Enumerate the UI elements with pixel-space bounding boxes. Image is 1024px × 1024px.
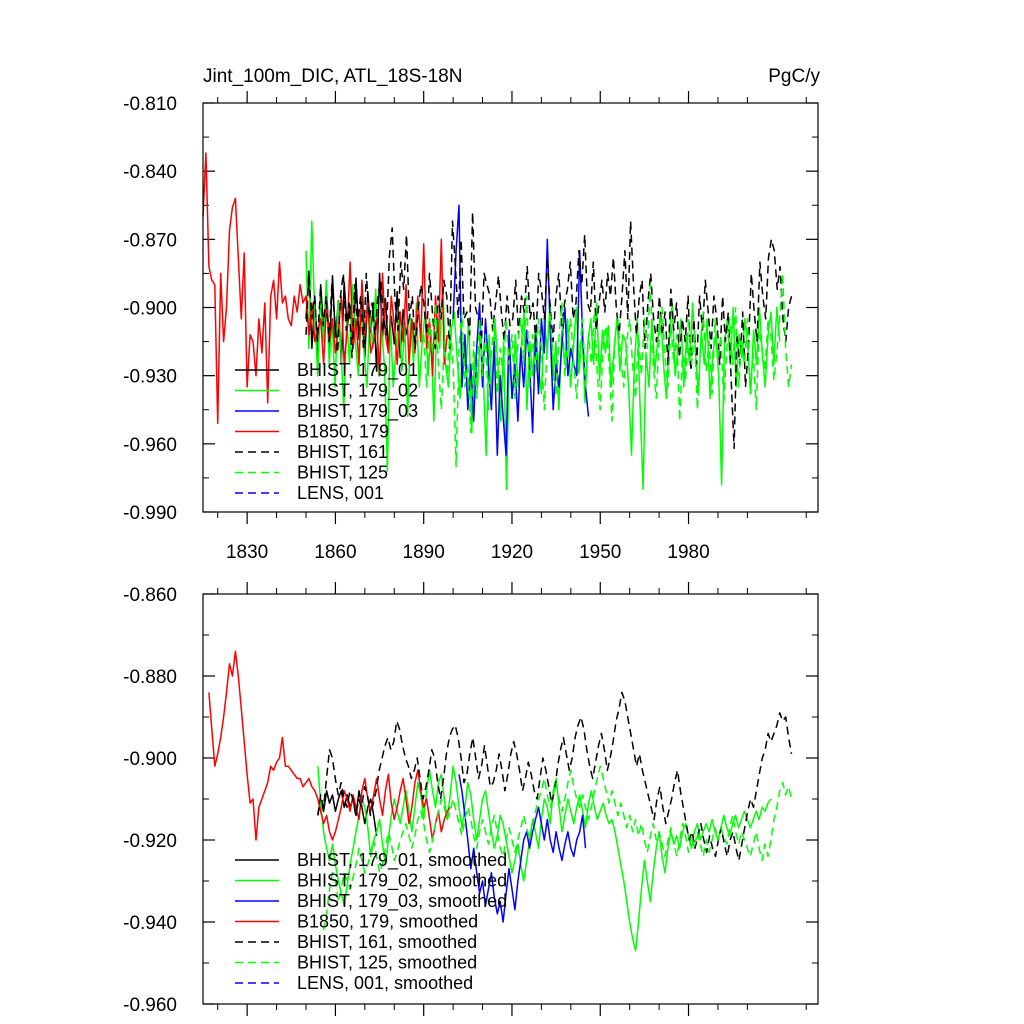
series-line	[317, 790, 378, 837]
y-tick-label: -0.940	[123, 913, 177, 934]
series-line	[317, 691, 793, 862]
series-line	[305, 211, 793, 450]
series-line	[317, 765, 772, 952]
legend-label: BHIST, 125, smoothed	[297, 953, 477, 973]
legend-label: BHIST, 125	[297, 463, 388, 483]
legend-label: BHIST, 179_02	[297, 381, 418, 402]
top-panel-frame	[202, 102, 819, 513]
legend-label: BHIST, 179_01, smoothed	[297, 850, 507, 871]
x-tick-label: 1920	[491, 542, 533, 563]
series-line	[322, 765, 793, 931]
top-panel: Jint_100m_DIC, ATL_18S-18N PgC/y -0.810-…	[123, 66, 820, 563]
legend-label: LENS, 001	[297, 483, 384, 503]
x-tick-label: 1860	[314, 542, 356, 563]
bottom-panel: -0.860 -0.880 -0.900 -0.920 -0.940 -0.960 BHI…	[123, 582, 819, 1016]
x-tick-label: 1950	[579, 542, 621, 563]
top-panel-series	[202, 152, 793, 491]
legend-label: BHIST, 179_03, smoothed	[297, 891, 507, 912]
legend-label: BHIST, 179_01	[297, 360, 418, 381]
y-tick-label: -0.900	[123, 749, 177, 770]
bottom-panel-ticks: -0.860 -0.880 -0.900 -0.920 -0.940 -0.960	[123, 582, 818, 1016]
legend-label: B1850, 179	[297, 422, 389, 442]
legend-label: B1850, 179, smoothed	[297, 912, 478, 932]
legend-label: BHIST, 179_03	[297, 401, 418, 422]
top-panel-units: PgC/y	[768, 66, 820, 87]
x-tick-label: 1890	[403, 542, 445, 563]
series-line	[208, 650, 451, 841]
series-line	[202, 152, 448, 425]
y-tick-label: -0.840	[123, 162, 177, 183]
series-line	[422, 272, 793, 468]
legend-label: BHIST, 179_02, smoothed	[297, 871, 507, 892]
y-tick-label: -0.960	[123, 995, 177, 1016]
legend-label: BHIST, 161	[297, 442, 388, 462]
bottom-panel-series	[208, 650, 793, 952]
y-tick-label: -0.930	[123, 367, 177, 388]
y-tick-label: -0.860	[123, 585, 177, 606]
top-panel-title: Jint_100m_DIC, ATL_18S-18N	[203, 66, 462, 87]
y-tick-label: -0.810	[123, 94, 177, 115]
y-tick-label: -0.960	[123, 435, 177, 456]
y-tick-label: -0.880	[123, 667, 177, 688]
legend-label: BHIST, 161, smoothed	[297, 932, 477, 952]
y-tick-label: -0.990	[123, 503, 177, 524]
x-tick-label: 1980	[667, 542, 709, 563]
legend-label: LENS, 001, smoothed	[297, 973, 473, 993]
bottom-panel-frame	[202, 593, 819, 1005]
y-tick-label: -0.900	[123, 299, 177, 320]
x-tick-label: 1830	[226, 542, 268, 563]
series-line	[458, 774, 587, 923]
y-tick-label: -0.870	[123, 230, 177, 251]
top-panel-ticks: -0.810 -0.840 -0.870 -0.900 -0.930 -0.960 -0.9…	[123, 91, 818, 563]
y-tick-label: -0.920	[123, 831, 177, 852]
